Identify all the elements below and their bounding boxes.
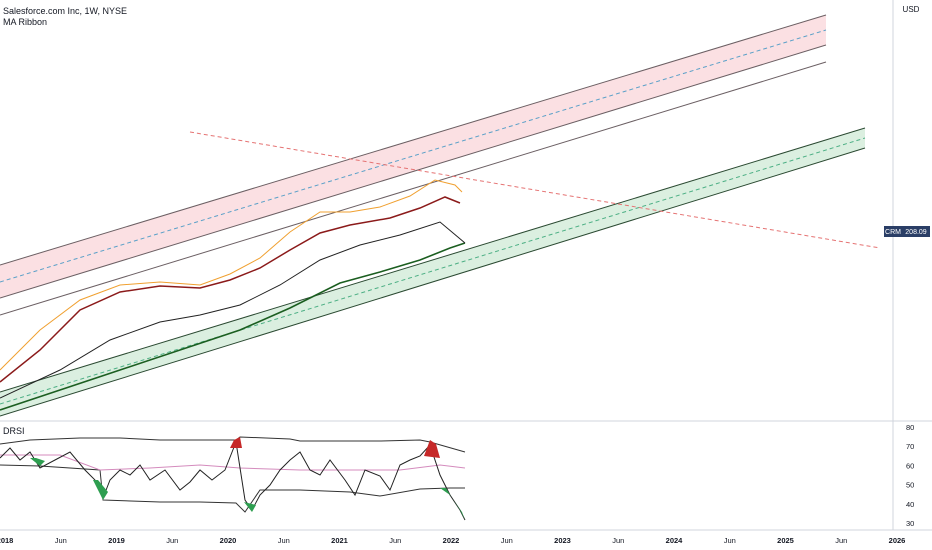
upper-channel-bottom — [0, 44, 827, 299]
ma-black-line — [0, 221, 466, 399]
upper-channel-extra — [0, 61, 827, 316]
time-tick-label: 2026 — [889, 536, 906, 545]
upper-channel-fill — [0, 15, 826, 298]
drsi-lower-band — [0, 464, 465, 513]
currency-label: USD — [903, 5, 920, 14]
upper-channel — [0, 14, 827, 316]
time-tick-label: Jun — [501, 536, 513, 545]
time-tick-label: 2022 — [443, 536, 460, 545]
drsi-overbought-zone-2021 — [424, 440, 440, 458]
drsi-tick-label: 50 — [906, 481, 914, 490]
time-tick-label: 2020 — [220, 536, 237, 545]
last-price-symbol-box — [884, 226, 903, 237]
drsi-main-line — [0, 440, 466, 521]
price-axis: USD 680.00600.00525.00450.00390.00350.00… — [884, 0, 930, 421]
time-tick-label: Jun — [835, 536, 847, 545]
drsi-oversold-zone-2019 — [93, 480, 108, 500]
time-tick-label: 2019 — [108, 536, 125, 545]
last-price-value: 208.09 — [905, 229, 927, 236]
drsi-oversold-zone-2020 — [244, 502, 256, 512]
time-tick-label: 2024 — [666, 536, 684, 545]
time-ticks: 2018 Jun 2019 Jun 2020 Jun 2021 Jun 2022 Jun 2023 J… — [0, 536, 905, 545]
lower-channel-bottom — [0, 147, 866, 417]
time-tick-label: Jun — [724, 536, 736, 545]
lower-channel-fill — [0, 128, 865, 416]
ma-ribbon-legend[interactable]: MA Ribbon — [3, 17, 48, 27]
drsi-tick-label: 70 — [906, 442, 914, 451]
drsi-overbought-zone-2020 — [230, 437, 242, 448]
lower-channel — [0, 127, 866, 417]
ma-orange-line — [0, 179, 463, 371]
drsi-tick-label: 80 — [906, 423, 914, 432]
time-tick-label: Jun — [278, 536, 290, 545]
symbol-legend[interactable]: Salesforce.com Inc, 1W, NYSE — [3, 6, 128, 16]
drsi-legend[interactable]: DRSI — [3, 426, 25, 436]
time-tick-label: Jun — [55, 536, 67, 545]
last-price-symbol: CRM — [885, 229, 901, 236]
drsi-tick-label: 40 — [906, 500, 914, 509]
drsi-tick-label: 30 — [906, 519, 914, 528]
last-price-box — [903, 226, 930, 237]
time-tick-label: 2025 — [777, 536, 794, 545]
descending-trendline — [189, 131, 881, 249]
lower-channel-mid — [0, 137, 866, 405]
upper-channel-top — [0, 14, 827, 266]
time-tick-label: 2021 — [331, 536, 348, 545]
drsi-ticks: 80 70 60 50 40 30 — [906, 423, 914, 528]
lower-channel-top — [0, 127, 866, 393]
drsi-oversold-zone-2018 — [30, 458, 45, 466]
time-tick-label: 2018 — [0, 536, 13, 545]
ma-green-line — [0, 242, 466, 411]
drsi-tick-label: 60 — [906, 461, 914, 470]
time-tick-label: Jun — [389, 536, 401, 545]
time-tick-label: Jun — [166, 536, 178, 545]
time-axis: 2018 Jun 2019 Jun 2020 Jun 2021 Jun 2022 Jun 2023 J… — [0, 529, 932, 545]
drsi-pane: 80 70 60 50 40 30 — [0, 421, 914, 530]
ma-ribbon — [0, 179, 466, 411]
time-tick-label: 2023 — [554, 536, 571, 545]
ma-darkred-line — [0, 196, 461, 383]
time-tick-label: Jun — [612, 536, 624, 545]
drsi-oversold-zone-2022 — [440, 488, 465, 520]
upper-channel-mid — [0, 29, 827, 283]
